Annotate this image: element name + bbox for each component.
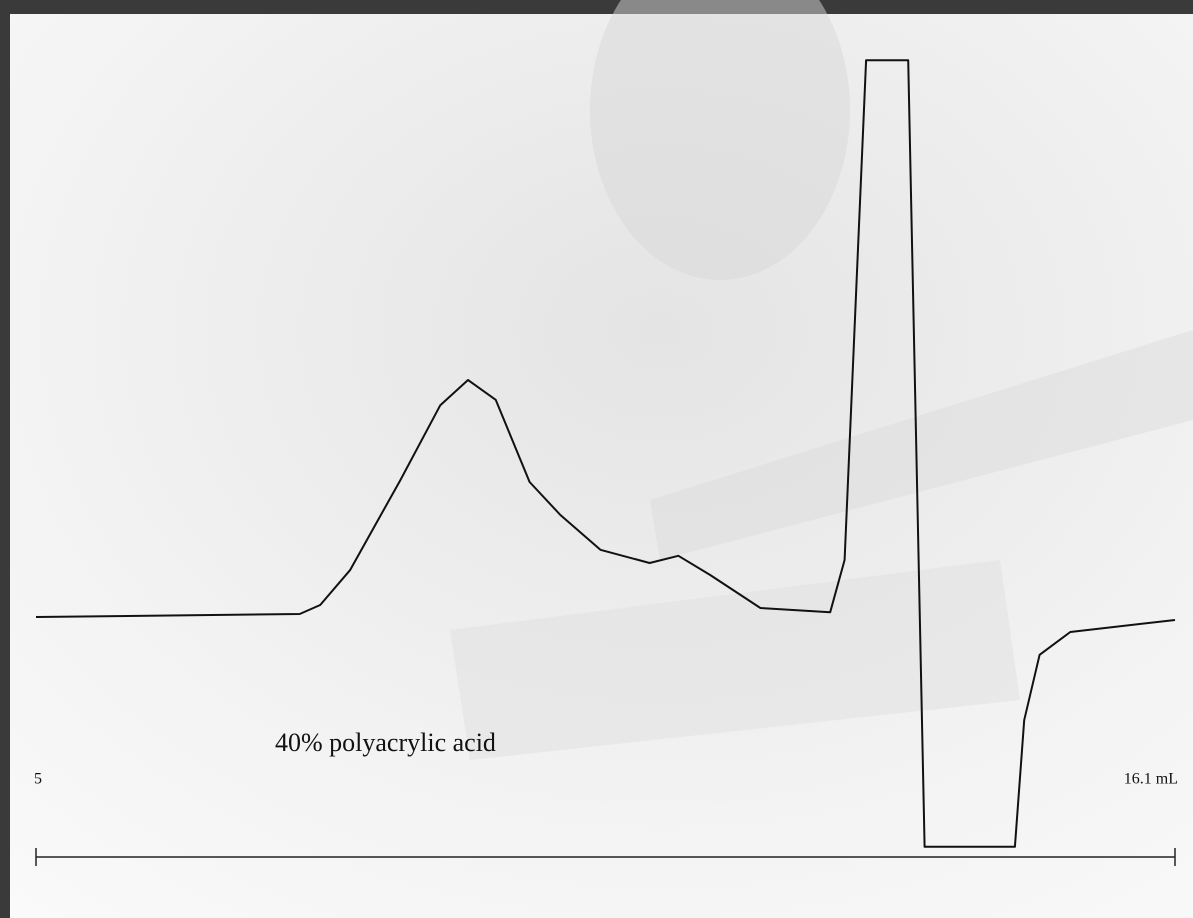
decor bbox=[590, 0, 850, 280]
series-line bbox=[35, 59, 1176, 848]
x-tick-label: 5 bbox=[34, 771, 42, 788]
decor bbox=[450, 560, 1020, 760]
decor bbox=[650, 330, 1193, 560]
x-tick-label: 16.1 mL bbox=[1124, 771, 1178, 788]
annotation: 40% polyacrylic acid bbox=[275, 728, 496, 757]
